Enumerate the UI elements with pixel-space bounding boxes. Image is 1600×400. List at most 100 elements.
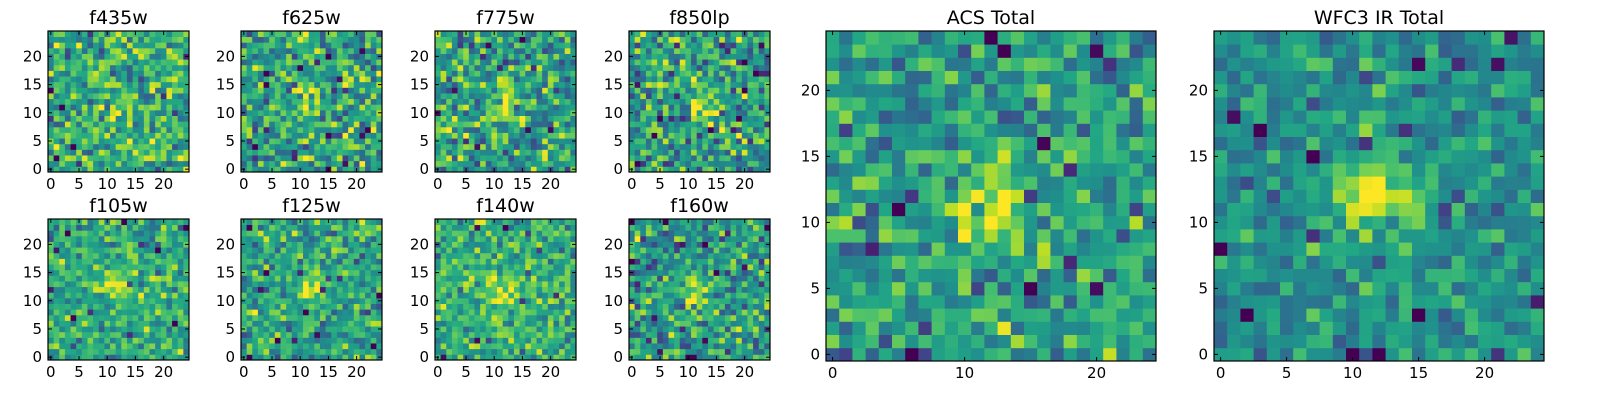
heatmap-cell	[474, 348, 481, 355]
heatmap-cell	[64, 292, 71, 299]
heatmap-cell	[143, 121, 150, 128]
heatmap-cell	[269, 126, 276, 133]
heatmap-cell	[542, 143, 549, 150]
heatmap-cell	[160, 224, 167, 231]
heatmap-cell	[645, 104, 652, 111]
heatmap-cell	[252, 241, 259, 248]
heatmap-cell	[446, 320, 453, 327]
heatmap-cell	[115, 354, 122, 361]
heatmap-cell	[359, 109, 366, 116]
heatmap-cell	[70, 320, 77, 327]
heatmap-cell	[730, 115, 737, 122]
heatmap-cell	[76, 281, 83, 288]
heatmap-cell	[724, 126, 731, 133]
heatmap-cell	[640, 76, 647, 83]
heatmap-cell	[570, 31, 577, 38]
heatmap-cell	[269, 42, 276, 49]
heatmap-cell	[513, 121, 520, 128]
heatmap-cell	[542, 31, 549, 38]
heatmap-cell	[76, 292, 83, 299]
heatmap-cell	[753, 104, 760, 111]
heatmap-cell	[149, 354, 156, 361]
heatmap-cell	[297, 252, 304, 259]
heatmap-cell	[359, 87, 366, 94]
heatmap-cell	[513, 219, 520, 226]
heatmap-cell	[149, 53, 156, 60]
heatmap-cell	[662, 292, 669, 299]
heatmap-cell	[70, 252, 77, 259]
heatmap-cell	[553, 309, 560, 316]
heatmap-cell	[741, 286, 748, 293]
heatmap-cell	[730, 98, 737, 105]
heatmap-cell	[662, 354, 669, 361]
heatmap-cell	[730, 309, 737, 316]
heatmap-cell	[87, 354, 94, 361]
heatmap-cell	[143, 224, 150, 231]
heatmap-cell	[457, 252, 464, 259]
heatmap-cell	[64, 87, 71, 94]
heatmap-cell	[634, 309, 641, 316]
heatmap-cell	[485, 303, 492, 310]
heatmap-cell	[485, 219, 492, 226]
heatmap-cell	[252, 109, 259, 116]
heatmap-cell	[303, 331, 310, 338]
heatmap-cell	[530, 47, 537, 54]
heatmap-cell	[668, 286, 675, 293]
heatmap-cell	[553, 258, 560, 265]
heatmap-cell	[172, 126, 179, 133]
heatmap-cell	[297, 292, 304, 299]
heatmap-cell	[353, 326, 360, 333]
heatmap-cell	[115, 138, 122, 145]
heatmap-cell	[536, 292, 543, 299]
heatmap-cell	[645, 93, 652, 100]
heatmap-cell	[736, 121, 743, 128]
heatmap-cell	[319, 252, 326, 259]
heatmap-cell	[435, 76, 442, 83]
heatmap-cell	[246, 235, 253, 242]
heatmap-cell	[640, 303, 647, 310]
heatmap-cell	[263, 314, 270, 321]
heatmap-cell	[143, 281, 150, 288]
heatmap-cell	[376, 160, 383, 167]
heatmap-cell	[758, 143, 765, 150]
heatmap-cell	[319, 59, 326, 66]
heatmap-cell	[702, 269, 709, 276]
heatmap-cell	[87, 160, 94, 167]
heatmap-cell	[513, 343, 520, 350]
heatmap-cell	[702, 303, 709, 310]
heatmap-cell	[274, 166, 281, 173]
heatmap-cell	[138, 104, 145, 111]
heatmap-cell	[274, 53, 281, 60]
heatmap-cell	[553, 252, 560, 259]
heatmap-cell	[376, 320, 383, 327]
heatmap-cell	[297, 143, 304, 150]
heatmap-cell	[536, 53, 543, 60]
heatmap-cell	[70, 258, 77, 265]
heatmap-cell	[177, 343, 184, 350]
heatmap-cell	[64, 143, 71, 150]
heatmap-cell	[257, 224, 264, 231]
heatmap-cell	[336, 343, 343, 350]
heatmap-cell	[376, 126, 383, 133]
heatmap-cell	[685, 81, 692, 88]
heatmap-cell	[451, 314, 458, 321]
heatmap-cell	[160, 309, 167, 316]
heatmap-cell	[87, 219, 94, 226]
heatmap-cell	[668, 70, 675, 77]
y-tick-label: 10	[410, 292, 429, 310]
heatmap-cell	[559, 258, 566, 265]
heatmap-cell	[542, 160, 549, 167]
heatmap-cell	[736, 42, 743, 49]
heatmap-cell	[359, 138, 366, 145]
heatmap-cell	[480, 258, 487, 265]
heatmap-cell	[48, 132, 55, 139]
heatmap-cell	[348, 247, 355, 254]
heatmap-cell	[736, 70, 743, 77]
heatmap-cell	[93, 31, 100, 38]
heatmap-cell	[674, 281, 681, 288]
heatmap-cell	[183, 343, 190, 350]
heatmap-cell	[451, 166, 458, 173]
heatmap-cell	[365, 247, 372, 254]
heatmap-cell	[513, 264, 520, 271]
heatmap-cell	[263, 269, 270, 276]
